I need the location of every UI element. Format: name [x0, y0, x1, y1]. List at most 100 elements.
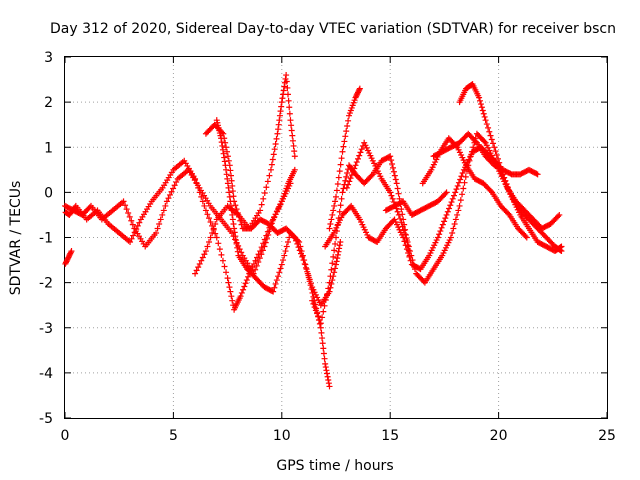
data-point — [204, 211, 211, 218]
data-point — [311, 304, 318, 311]
data-point — [506, 187, 513, 194]
data-point — [389, 164, 396, 171]
data-point — [534, 171, 541, 178]
data-point — [333, 258, 340, 265]
data-point — [233, 240, 240, 247]
data-point — [223, 148, 230, 155]
data-point — [232, 233, 239, 240]
data-point — [334, 180, 341, 187]
data-point — [388, 157, 395, 164]
data-point — [321, 355, 328, 362]
data-point — [340, 185, 347, 192]
data-point — [468, 148, 475, 155]
data-point — [496, 159, 503, 166]
data-point — [491, 144, 498, 151]
data-point — [347, 175, 354, 182]
data-point — [284, 84, 291, 91]
data-point — [242, 280, 249, 287]
data-point — [322, 360, 329, 367]
data-point — [321, 302, 328, 309]
data-point — [220, 150, 227, 157]
data-point — [278, 103, 285, 110]
data-point — [325, 376, 332, 383]
data-point — [207, 219, 214, 226]
data-point — [222, 162, 229, 169]
data-point — [223, 166, 230, 173]
data-point — [457, 176, 464, 183]
data-point — [368, 172, 375, 179]
data-point — [231, 229, 238, 236]
data-point — [284, 91, 291, 98]
data-point — [286, 104, 293, 111]
data-point — [329, 260, 336, 267]
data-point — [202, 248, 209, 255]
data-point — [458, 173, 465, 180]
data-point — [215, 240, 222, 247]
data-point — [394, 208, 401, 215]
data-point — [343, 184, 350, 191]
data-point — [391, 172, 398, 179]
data-point — [127, 239, 134, 246]
data-point — [278, 99, 285, 106]
data-point — [259, 247, 266, 254]
data-point — [226, 193, 233, 200]
data-point — [273, 277, 280, 284]
data-point — [199, 254, 206, 261]
data-point — [485, 124, 492, 131]
data-point — [335, 248, 342, 255]
data-point — [350, 168, 357, 175]
data-point — [326, 279, 333, 286]
data-point — [271, 146, 278, 153]
data-point — [261, 190, 268, 197]
data-point — [436, 231, 443, 238]
data-point — [449, 195, 456, 202]
data-point — [446, 205, 453, 212]
data-point — [451, 220, 458, 227]
data-point — [319, 335, 326, 342]
data-point — [325, 380, 332, 387]
data-point — [289, 137, 296, 144]
data-point — [245, 273, 252, 280]
data-point — [303, 266, 310, 273]
data-point — [476, 94, 483, 101]
data-point — [442, 215, 449, 222]
data-point — [444, 208, 451, 215]
data-point — [482, 117, 489, 124]
data-point — [477, 97, 484, 104]
data-point — [153, 229, 160, 236]
data-point — [192, 270, 199, 277]
data-point — [332, 240, 339, 247]
data-point — [385, 153, 392, 160]
data-point — [318, 329, 325, 336]
data-point — [297, 243, 304, 250]
data-point — [218, 251, 225, 258]
plot-frame — [64, 56, 608, 419]
data-point — [481, 113, 488, 120]
data-point — [123, 206, 130, 213]
data-point — [455, 179, 462, 186]
data-point — [336, 242, 343, 249]
data-point — [275, 204, 282, 211]
data-point — [229, 216, 236, 223]
data-point — [282, 248, 289, 255]
data-point — [232, 202, 239, 209]
data-point — [452, 216, 459, 223]
data-point — [264, 178, 271, 185]
data-point — [281, 252, 288, 259]
data-point — [558, 243, 565, 250]
data-point — [224, 180, 231, 187]
data-point — [387, 189, 394, 196]
data-point — [287, 117, 294, 124]
data-point — [258, 244, 265, 251]
data-point — [490, 140, 497, 147]
series-sat-m — [430, 130, 541, 178]
data-point — [243, 277, 250, 284]
series-sat-n — [382, 189, 450, 218]
data-point — [168, 188, 175, 195]
data-point — [405, 243, 412, 250]
data-point — [306, 278, 313, 285]
data-point — [228, 172, 235, 179]
x-tick-label: 20 — [490, 428, 508, 444]
data-point — [224, 153, 231, 160]
data-point — [462, 173, 469, 180]
